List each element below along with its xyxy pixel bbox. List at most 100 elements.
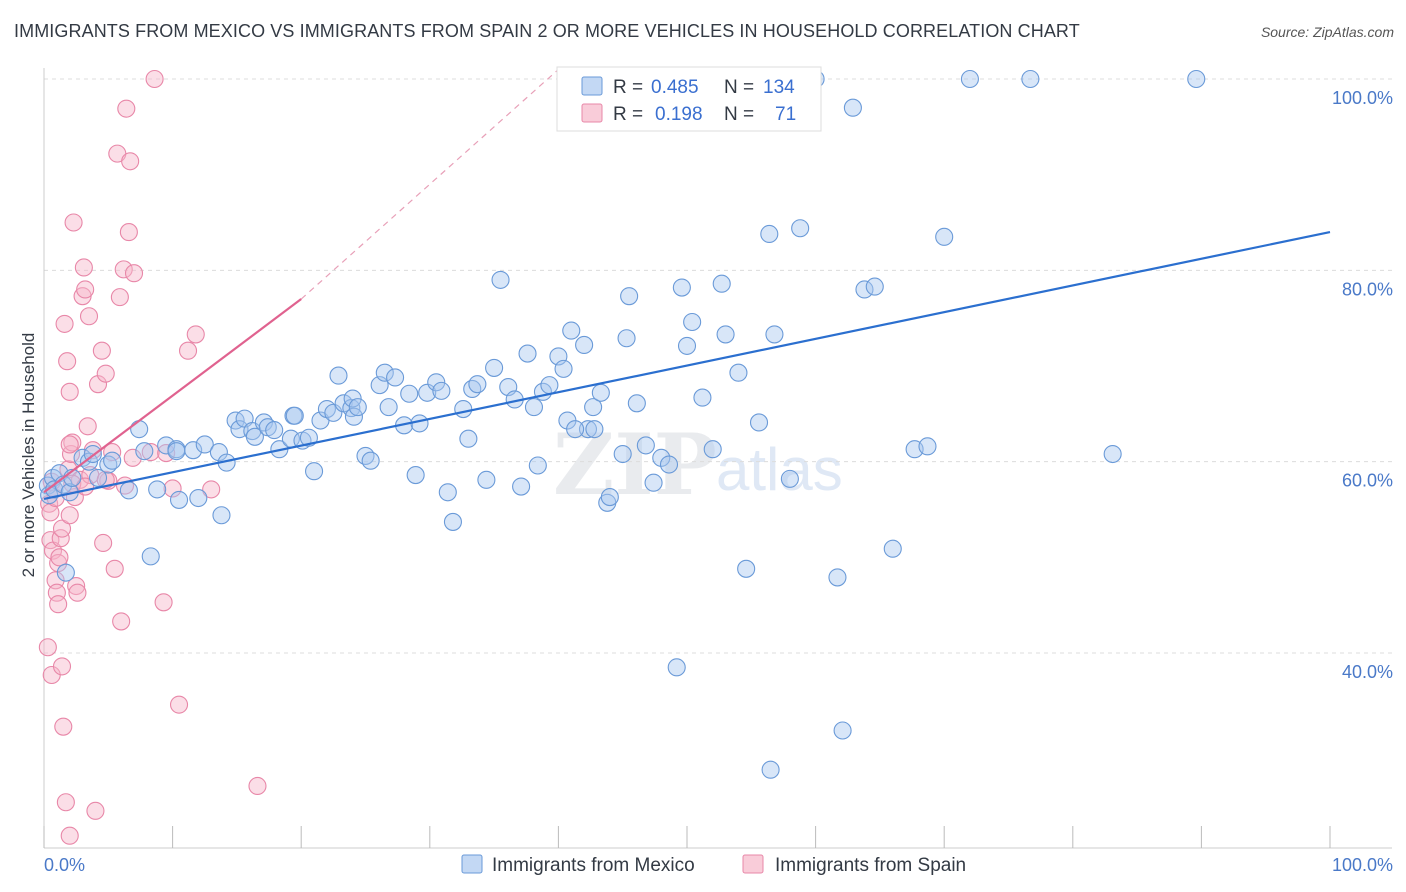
- mexico-point: [438, 483, 457, 502]
- mexico-point: [843, 98, 862, 117]
- legend-swatch-mexico: [581, 76, 603, 96]
- spain-point: [49, 595, 68, 614]
- mexico-point: [716, 325, 735, 344]
- spain-point: [51, 529, 70, 548]
- mexico-point: [585, 420, 604, 439]
- mexico-point: [578, 420, 598, 439]
- spain-point: [64, 213, 83, 232]
- spain-point: [60, 435, 79, 454]
- legend-n-label-spain: N =: [724, 104, 754, 125]
- y-tick-label: 60.0%: [1342, 471, 1393, 491]
- mexico-point: [918, 437, 937, 456]
- mexico-point: [130, 420, 149, 439]
- y-axis-label: 2 or more Vehicles in Household: [19, 333, 38, 578]
- spain-point: [60, 382, 79, 401]
- mexico-point: [485, 358, 504, 377]
- spain-point: [50, 548, 69, 567]
- mexico-point: [348, 398, 367, 417]
- mexico-point: [1021, 69, 1040, 89]
- spain-point: [112, 612, 131, 631]
- spain-point: [94, 533, 113, 553]
- legend-r-label-mexico: R =: [613, 77, 643, 98]
- spain-point: [54, 717, 73, 736]
- legend: R = 0.485 N = 134 R = 0.198 N = 71: [556, 66, 822, 132]
- mexico-point: [454, 399, 473, 419]
- spain-point: [96, 364, 115, 383]
- mexico-point: [600, 488, 619, 507]
- mexico-point: [828, 568, 847, 587]
- mexico-points: [38, 69, 1206, 779]
- y-tick-label: 80.0%: [1342, 279, 1393, 299]
- x-tick-label: 0.0%: [44, 855, 85, 875]
- legend-n-value-mexico: 134: [763, 77, 795, 98]
- mexico-point: [644, 473, 663, 492]
- mexico-point: [749, 413, 769, 432]
- mexico-point: [189, 488, 208, 508]
- mexico-point: [677, 336, 697, 355]
- spain-point: [52, 519, 72, 538]
- y-tick-labels: 100.0% 80.0% 60.0% 40.0%: [1332, 88, 1393, 682]
- spain-point: [56, 793, 75, 812]
- mexico-point: [613, 444, 632, 464]
- mexico-point: [265, 421, 284, 440]
- mexico-point: [379, 398, 398, 417]
- mexico-point: [575, 335, 594, 355]
- bottom-legend-swatch-spain: [742, 854, 764, 874]
- mexico-point: [518, 344, 537, 363]
- spain-point: [96, 470, 115, 489]
- spain-point: [141, 443, 160, 462]
- spain-point: [63, 433, 82, 452]
- spain-point: [74, 258, 93, 277]
- mexico-point: [693, 388, 712, 407]
- chart-source: Source: ZipAtlas.com: [1260, 24, 1394, 40]
- mexico-point: [135, 442, 154, 461]
- spain-point: [163, 479, 182, 498]
- mexico-point: [960, 69, 979, 89]
- spain-point: [60, 506, 79, 525]
- spain-point: [92, 341, 111, 360]
- spain-point: [169, 695, 189, 714]
- mexico-point: [157, 436, 176, 455]
- mexico-point: [329, 366, 348, 385]
- gridlines: [44, 78, 1392, 654]
- spain-point: [60, 826, 79, 845]
- mexico-point: [584, 398, 603, 417]
- x-tick-label: 100.0%: [1332, 855, 1393, 875]
- mexico-point: [406, 466, 425, 485]
- axes: [43, 68, 1392, 849]
- mexico-point: [418, 383, 437, 402]
- mexico-point: [184, 441, 203, 460]
- mexico-point: [855, 280, 874, 299]
- legend-r-value-mexico: 0.485: [651, 77, 699, 98]
- spain-point: [123, 448, 142, 467]
- mexico-point: [524, 398, 544, 417]
- spain-point: [114, 260, 133, 279]
- mexico-point: [56, 563, 75, 582]
- mexico-point: [141, 547, 160, 566]
- spain-point: [55, 314, 74, 333]
- mexico-point: [361, 451, 380, 470]
- spain-point: [248, 776, 267, 796]
- trendlines: [43, 68, 1331, 501]
- mexico-point: [459, 429, 478, 448]
- mexico-point: [400, 384, 419, 403]
- mexico-point: [712, 274, 731, 293]
- mexico-point: [226, 411, 245, 430]
- legend-r-value-spain: 0.198: [655, 104, 703, 125]
- watermark-atlas: atlas: [716, 436, 843, 503]
- mexico-point: [617, 329, 636, 348]
- mexico-point: [463, 379, 482, 399]
- mexico-point: [935, 227, 954, 246]
- mexico-point: [245, 427, 264, 446]
- mexico-point: [344, 407, 363, 426]
- mexico-point: [343, 389, 362, 408]
- y-tick-label: 100.0%: [1332, 88, 1393, 108]
- spain-point: [105, 559, 124, 578]
- mexico-point: [375, 363, 394, 382]
- mexico-point: [427, 373, 446, 392]
- mexico-point: [729, 363, 748, 382]
- mexico-point: [659, 455, 679, 474]
- mexico-point: [410, 414, 429, 433]
- spain-trendline-extension: [300, 68, 559, 300]
- bottom-legend-swatch-mexico: [461, 854, 483, 874]
